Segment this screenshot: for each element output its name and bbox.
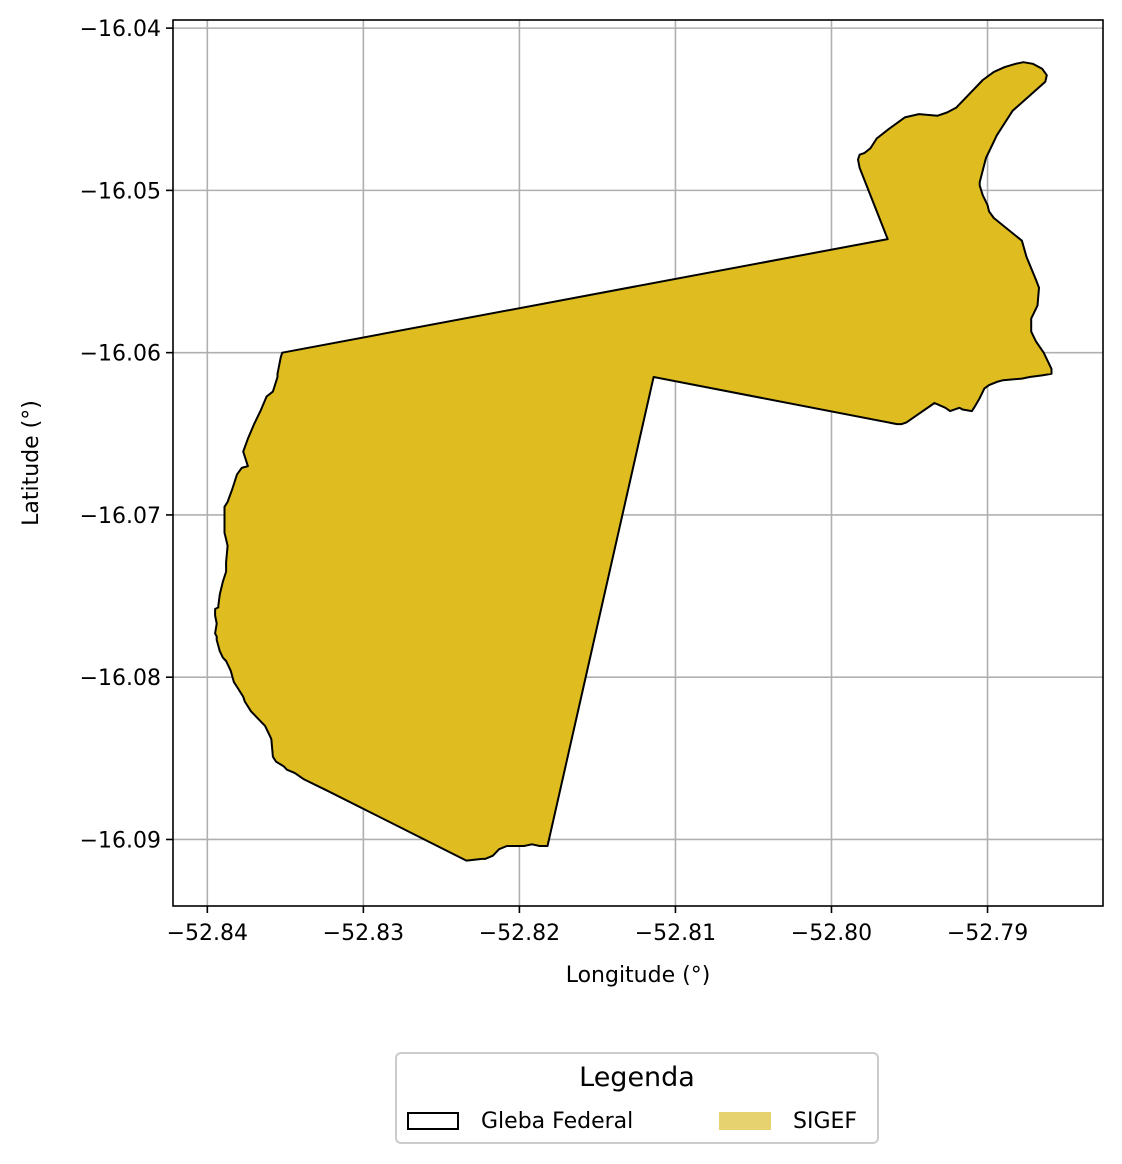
legend-entry-sigef: SIGEF: [719, 1106, 857, 1136]
legend-label-gleba-federal: Gleba Federal: [481, 1108, 634, 1134]
y-tick-label: −16.06: [80, 342, 161, 367]
x-tick-label: −52.81: [635, 921, 716, 946]
x-tick-label: −52.83: [323, 921, 404, 946]
ticks-layer: −52.84 −52.83 −52.82 −52.81 −52.80 −52.79 −16.…: [80, 17, 1029, 946]
y-axis-label: Latitude (°): [19, 400, 44, 526]
legend-swatch-sigef: [719, 1112, 771, 1130]
plot-frame: [172, 19, 1104, 907]
legend-entry-gleba-federal: Gleba Federal: [407, 1106, 633, 1136]
x-tick-label: −52.82: [479, 921, 560, 946]
legend-title: Legenda: [579, 1062, 695, 1093]
legend-label-sigef: SIGEF: [793, 1108, 858, 1134]
x-tick-label: −52.79: [947, 921, 1028, 946]
y-tick-label: −16.07: [80, 504, 161, 529]
y-tick-label: −16.05: [80, 179, 161, 204]
y-tick-label: −16.09: [80, 828, 161, 853]
y-tick-label: −16.08: [80, 666, 161, 691]
legend-swatch-gleba-federal: [407, 1112, 459, 1130]
x-tick-label: −52.80: [791, 921, 872, 946]
y-tick-label: −16.04: [80, 17, 161, 42]
x-tick-label: −52.84: [167, 921, 248, 946]
legend: Legenda Gleba Federal SIGEF: [395, 1052, 879, 1144]
x-axis-label: Longitude (°): [566, 963, 711, 988]
sigef-polygon: [214, 61, 1053, 862]
